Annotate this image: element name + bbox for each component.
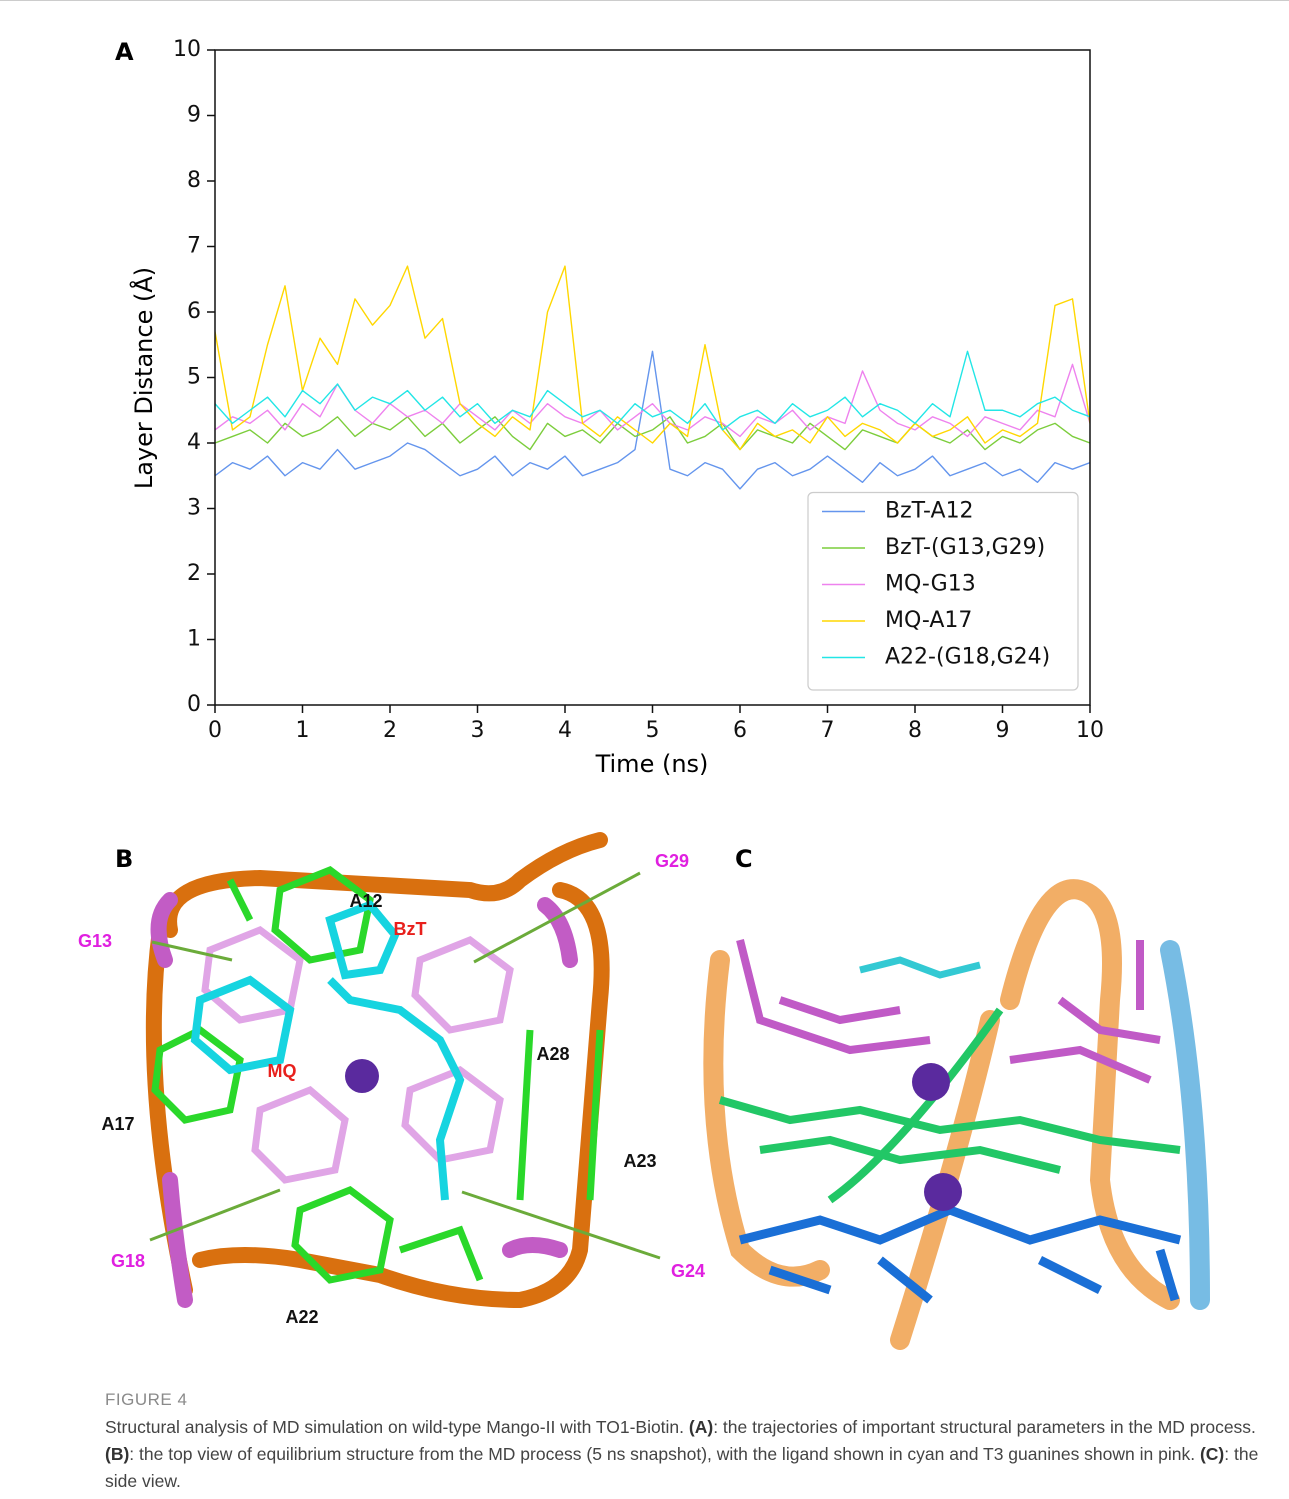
y-tick-label: 3 — [187, 496, 201, 521]
y-axis-label: Layer Distance (Å) — [129, 267, 158, 489]
caption-part: : the side view. — [105, 1444, 1259, 1491]
legend-label: BzT-A12 — [885, 499, 974, 524]
figure-label: FIGURE 4 — [105, 1390, 188, 1409]
top-rule — [0, 0, 1289, 1]
y-tick-label: 8 — [187, 168, 201, 193]
residue-label: A22 — [285, 1307, 318, 1327]
caption-part: : the trajectories of important structur… — [713, 1417, 1256, 1437]
panel-b-structure — [145, 832, 661, 1309]
series-line — [215, 350, 1090, 490]
y-tick-label: 10 — [173, 37, 201, 62]
series-line — [215, 265, 1090, 451]
y-tick-label: 4 — [187, 430, 201, 455]
caption-part: : the top view of equilibrium structure … — [129, 1444, 1200, 1464]
residue-label: BzT — [394, 919, 427, 939]
x-tick-label: 5 — [646, 718, 660, 743]
panel-label: A — [115, 38, 134, 66]
residue-label: MQ — [268, 1061, 297, 1081]
residue-label: G29 — [655, 851, 689, 871]
residue-label: G13 — [78, 931, 112, 951]
caption-part: (C) — [1199, 1444, 1225, 1464]
x-tick-label: 0 — [208, 718, 222, 743]
y-tick-label: 7 — [187, 234, 201, 259]
y-tick-label: 2 — [187, 561, 201, 586]
y-tick-label: 9 — [187, 103, 201, 128]
x-tick-label: 2 — [383, 718, 397, 743]
x-axis-label: Time (ns) — [595, 750, 709, 778]
x-tick-label: 8 — [908, 718, 922, 743]
residue-label: G24 — [671, 1261, 705, 1281]
residue-label: A17 — [101, 1114, 134, 1134]
x-tick-label: 4 — [558, 718, 572, 743]
legend-label: MQ-A17 — [885, 608, 972, 633]
legend-label: MQ-G13 — [885, 572, 976, 597]
panel-c-structure — [703, 879, 1210, 1350]
x-tick-label: 7 — [821, 718, 835, 743]
residue-label: A12 — [349, 891, 382, 911]
caption: FIGURE 4 Structural analysis of MD simul… — [105, 1390, 1265, 1495]
residue-label: G18 — [111, 1251, 145, 1271]
plot-area — [215, 265, 1090, 490]
x-tick-label: 9 — [996, 718, 1010, 743]
caption-part: Structural analysis of MD simulation on … — [105, 1417, 689, 1437]
caption-part: (B) — [105, 1444, 130, 1464]
y-tick-label: 1 — [187, 627, 201, 652]
x-tick-label: 6 — [733, 718, 747, 743]
panel-label: B — [115, 845, 133, 873]
y-tick-label: 5 — [187, 365, 201, 390]
series-line — [215, 363, 1090, 438]
plot-frame — [214, 49, 1091, 706]
caption-part: (A) — [688, 1417, 714, 1437]
figure: A Time (ns) Layer Distance (Å) — [78, 37, 1210, 1350]
series-line — [215, 350, 1090, 431]
x-tick-label: 10 — [1076, 718, 1104, 743]
series-line — [215, 416, 1090, 451]
panel-label: C — [735, 845, 753, 873]
legend-label: BzT-(G13,G29) — [885, 535, 1045, 560]
residue-label: A28 — [536, 1044, 569, 1064]
x-tick-label: 3 — [471, 718, 485, 743]
y-tick-label: 0 — [187, 692, 201, 717]
residue-label: A23 — [623, 1151, 656, 1171]
legend-box — [807, 491, 1079, 691]
legend-label: A22-(G18,G24) — [885, 645, 1050, 670]
caption-text: Structural analysis of MD simulation on … — [105, 1414, 1265, 1495]
x-tick-label: 1 — [296, 718, 310, 743]
y-tick-label: 6 — [187, 299, 201, 324]
